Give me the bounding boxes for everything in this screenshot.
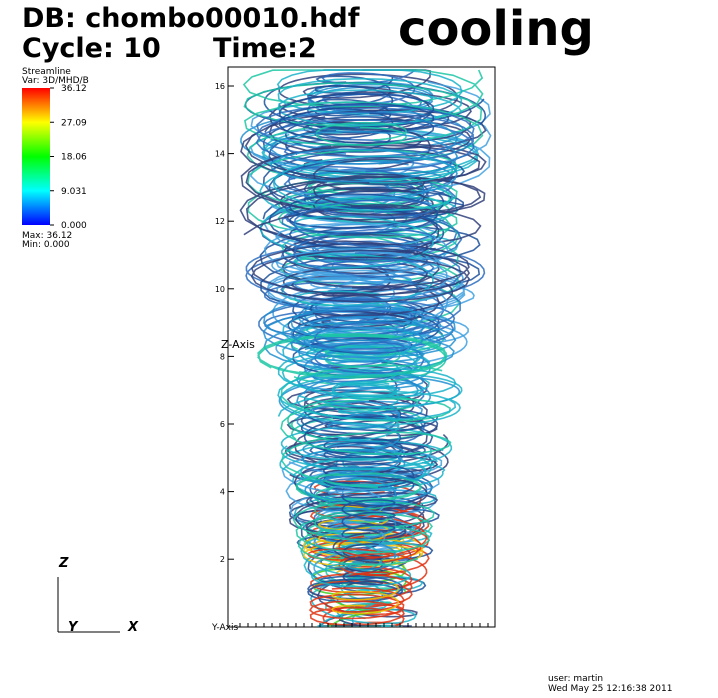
streamline [292, 500, 435, 566]
plot-frame [227, 66, 496, 628]
z-tick-label: 2 [220, 555, 225, 564]
streamline [314, 321, 406, 374]
streamline [304, 474, 433, 506]
streamline [242, 69, 484, 165]
streamline [239, 131, 482, 247]
streamline [307, 513, 428, 591]
streamline [276, 69, 463, 126]
streamline [280, 373, 463, 426]
streamline [280, 426, 453, 470]
streamline [307, 81, 434, 117]
streamline [259, 196, 481, 319]
streamline [250, 242, 471, 303]
z-ticks: 16 14 12 10 8 6 4 2 [215, 82, 489, 627]
streamline [257, 333, 448, 379]
triad-z: Z [58, 556, 69, 571]
z-tick-label: 6 [220, 420, 225, 429]
database-name: DB: chombo00010.hdf [22, 3, 360, 34]
streamline [347, 560, 386, 571]
z-tick-label: 8 [220, 352, 225, 361]
streamline [263, 281, 445, 338]
legend-max: Max: 36.12 [22, 231, 72, 241]
streamline [307, 575, 404, 603]
legend-min: Min: 0.000 [22, 240, 70, 250]
streamline [245, 243, 486, 301]
streamline [314, 76, 394, 139]
streamline [293, 198, 435, 278]
streamline [331, 380, 398, 400]
legend-label: 27.09 [61, 118, 87, 128]
streamline [277, 345, 457, 421]
legend-variable: Var: 3D/MHD/B [22, 76, 89, 86]
streamline [326, 400, 401, 475]
triad-x: X [127, 620, 139, 635]
z-tick-label: 10 [215, 285, 225, 294]
streamline [293, 215, 434, 307]
cycle: Cycle: 10 [22, 33, 161, 64]
legend-label: 0.000 [61, 221, 87, 231]
triad-y: Y [68, 620, 79, 635]
footer-date: Wed May 25 12:16:38 2011 [548, 684, 672, 694]
streamline [275, 223, 449, 323]
streamline [322, 462, 415, 499]
streamline [287, 304, 440, 342]
streamline [270, 118, 458, 200]
streamlines [239, 69, 492, 627]
streamline [331, 581, 400, 615]
streamline [303, 407, 427, 459]
color-bar [22, 88, 50, 225]
legend-label: 9.031 [61, 187, 87, 197]
legend-label: 18.06 [61, 153, 87, 163]
z-axis-title: Z-Axis [221, 338, 255, 351]
streamline [306, 475, 428, 512]
streamline [262, 303, 457, 372]
streamline [341, 493, 396, 538]
time: Time:2 [213, 33, 317, 64]
streamline [290, 305, 425, 363]
z-tick-label: 16 [215, 82, 225, 91]
title: cooling [398, 1, 594, 57]
legend-plot: Streamline [22, 67, 71, 77]
y-axis-title: Y-Axis [211, 623, 238, 633]
streamline [312, 158, 426, 223]
streamline [295, 471, 422, 503]
legend-label: 36.12 [61, 84, 87, 94]
streamline [332, 532, 380, 568]
streamline [286, 193, 445, 259]
z-tick-label: 12 [215, 217, 225, 226]
z-tick-label: 4 [220, 488, 225, 497]
footer-user: user: martin [548, 674, 603, 684]
streamline [308, 587, 405, 627]
legend-labels: 36.12 27.09 18.06 9.031 0.000 [50, 84, 87, 231]
streamline [278, 92, 435, 144]
streamline [290, 205, 441, 329]
z-tick-label: 14 [215, 150, 225, 159]
